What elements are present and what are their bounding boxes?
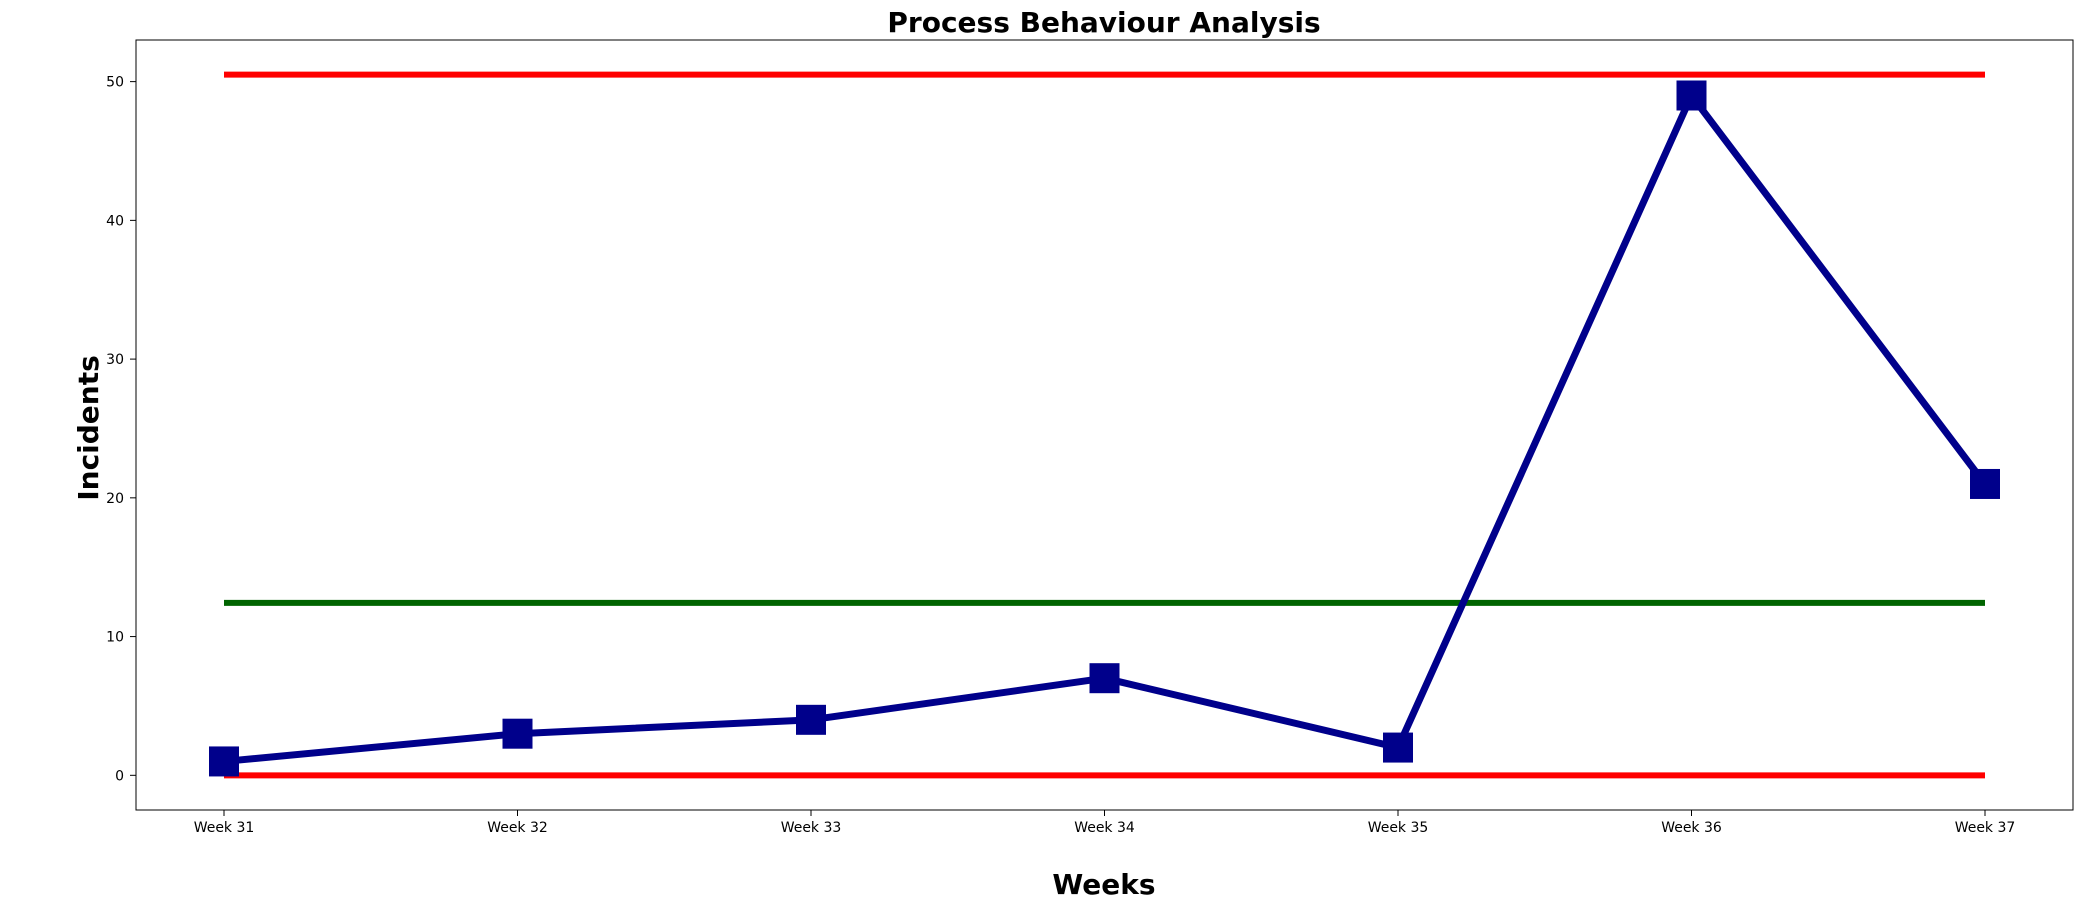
- x-axis-label: Weeks: [1052, 868, 1155, 901]
- data-point-0-0: [209, 746, 239, 777]
- x-tick-label-0: Week 31: [194, 820, 255, 836]
- reference-lines: [224, 71, 1985, 779]
- x-axis-ticks: Week 31 Week 32 Week 33 Week 34 Week 35 Week …: [194, 810, 2016, 836]
- y-axis-ticks: 0 10 20 30 40 50: [106, 75, 136, 784]
- y-tick-label-3: 30: [106, 352, 124, 368]
- series-group: [209, 80, 2000, 777]
- x-tick-label-5: Week 36: [1661, 820, 1722, 836]
- x-tick-label-3: Week 34: [1074, 820, 1135, 836]
- data-point-0-5: [1676, 80, 1707, 111]
- data-point-0-2: [796, 704, 826, 735]
- data-point-0-3: [1089, 663, 1120, 694]
- data-point-0-4: [1383, 732, 1413, 763]
- x-tick-label-6: Week 37: [1955, 820, 2016, 836]
- y-tick-label-0: 0: [115, 768, 124, 784]
- y-axis-label: Incidents: [72, 355, 105, 501]
- y-tick-label-4: 40: [106, 213, 124, 229]
- y-tick-label-1: 10: [106, 630, 124, 646]
- x-tick-label-4: Week 35: [1368, 820, 1429, 836]
- y-tick-label-2: 20: [106, 491, 124, 507]
- x-tick-label-1: Week 32: [487, 820, 548, 836]
- data-point-0-1: [502, 718, 533, 749]
- data-point-0-6: [1970, 468, 2000, 499]
- plot-area: [135, 39, 2074, 811]
- chart-title: Process Behaviour Analysis: [887, 6, 1320, 39]
- x-tick-label-2: Week 33: [781, 820, 842, 836]
- y-tick-label-5: 50: [106, 75, 124, 91]
